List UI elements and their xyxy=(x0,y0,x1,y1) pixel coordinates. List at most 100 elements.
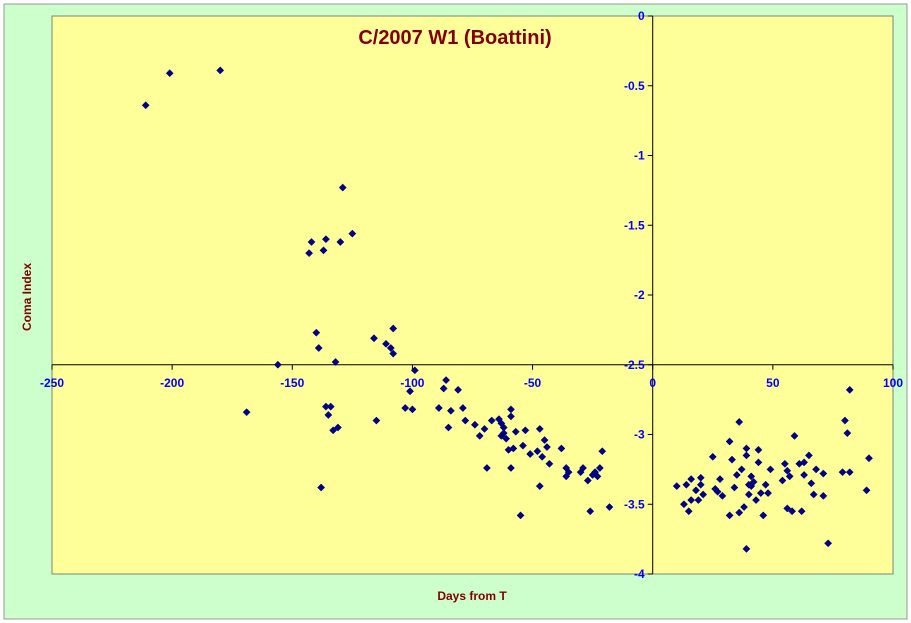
data-point xyxy=(502,434,511,443)
data-point xyxy=(778,476,787,485)
data-point xyxy=(557,444,566,453)
data-point xyxy=(742,451,751,460)
data-point xyxy=(694,496,703,505)
data-point xyxy=(730,483,739,492)
data-point xyxy=(840,416,849,425)
data-point xyxy=(305,249,314,258)
x-axis-title: Days from T xyxy=(437,589,507,603)
data-point xyxy=(725,437,734,446)
data-point xyxy=(682,480,691,489)
data-point xyxy=(699,490,708,499)
data-point xyxy=(533,447,542,456)
data-point xyxy=(540,436,549,445)
data-point xyxy=(679,500,688,509)
data-point xyxy=(521,426,530,435)
data-point xyxy=(307,238,316,246)
data-point xyxy=(754,445,763,454)
data-point xyxy=(331,358,340,366)
data-point xyxy=(838,468,847,477)
data-point xyxy=(752,496,760,505)
data-point xyxy=(761,480,770,489)
data-point xyxy=(545,459,554,468)
data-point xyxy=(800,458,809,467)
x-tick-label: -150 xyxy=(280,376,304,390)
x-tick-label: -250 xyxy=(40,376,64,390)
data-point xyxy=(326,402,335,411)
data-point xyxy=(461,416,470,425)
data-point xyxy=(506,412,515,421)
data-point xyxy=(543,443,551,452)
y-tick-label: -0.5 xyxy=(624,79,645,93)
data-point xyxy=(725,511,734,520)
data-point xyxy=(165,69,174,78)
data-point xyxy=(482,464,491,472)
data-point xyxy=(756,489,765,498)
data-point xyxy=(458,404,467,412)
data-point xyxy=(401,404,410,412)
data-point xyxy=(382,339,390,348)
data-point xyxy=(593,472,602,481)
chart-title: C/2007 W1 (Boattini) xyxy=(358,27,551,49)
data-point xyxy=(807,479,816,488)
y-tick-label: -3 xyxy=(634,428,645,442)
y-tick-label: -4 xyxy=(634,567,645,581)
data-point xyxy=(713,487,722,496)
data-point xyxy=(716,475,724,484)
data-point xyxy=(595,464,604,472)
data-point xyxy=(790,431,799,440)
data-point xyxy=(819,469,828,478)
data-point xyxy=(744,490,753,499)
data-point xyxy=(804,451,813,460)
y-tick-label: 0 xyxy=(638,9,645,23)
data-point xyxy=(516,511,525,520)
data-point xyxy=(242,408,251,417)
data-point xyxy=(314,344,323,352)
data-point xyxy=(783,466,792,475)
data-point xyxy=(788,507,797,516)
data-point xyxy=(845,468,854,477)
y-tick-label: -3.5 xyxy=(624,497,645,511)
data-point xyxy=(410,366,419,375)
data-point xyxy=(824,539,833,548)
data-point xyxy=(442,376,451,385)
data-point xyxy=(336,238,345,246)
data-point xyxy=(273,360,282,369)
data-point xyxy=(480,424,489,433)
data-point xyxy=(509,444,518,453)
data-point xyxy=(819,491,828,500)
data-point xyxy=(372,416,381,425)
data-point xyxy=(732,471,741,479)
data-point xyxy=(526,450,535,458)
data-point xyxy=(535,424,544,433)
data-point xyxy=(687,475,696,484)
data-point xyxy=(475,431,484,440)
data-point xyxy=(718,491,727,500)
data-point xyxy=(348,229,357,238)
data-point xyxy=(487,416,496,425)
data-point xyxy=(338,183,347,192)
data-point xyxy=(564,468,573,477)
data-point xyxy=(764,489,773,498)
data-point xyxy=(605,503,614,511)
tick-labels: -250 -200 -150 -100 -50 0 50 100 0 -0.5 -1 -1.5 -2 -2… xyxy=(40,9,903,581)
data-point xyxy=(386,344,395,352)
data-point xyxy=(317,483,326,492)
data-point xyxy=(812,465,821,474)
data-point xyxy=(728,455,736,464)
data-point xyxy=(845,385,854,394)
y-axis-title: Coma Index xyxy=(20,263,34,331)
data-point xyxy=(333,423,342,432)
data-point xyxy=(216,66,225,75)
x-tick-label: 100 xyxy=(883,376,903,390)
x-tick-label: -200 xyxy=(160,376,184,390)
data-point xyxy=(737,465,746,474)
x-tick-label: -100 xyxy=(400,376,424,390)
data-point xyxy=(538,452,547,461)
data-point xyxy=(470,420,479,429)
y-tick-label: -2.5 xyxy=(624,358,645,372)
data-point xyxy=(389,324,398,333)
data-point xyxy=(735,508,744,517)
data-point xyxy=(434,404,443,412)
